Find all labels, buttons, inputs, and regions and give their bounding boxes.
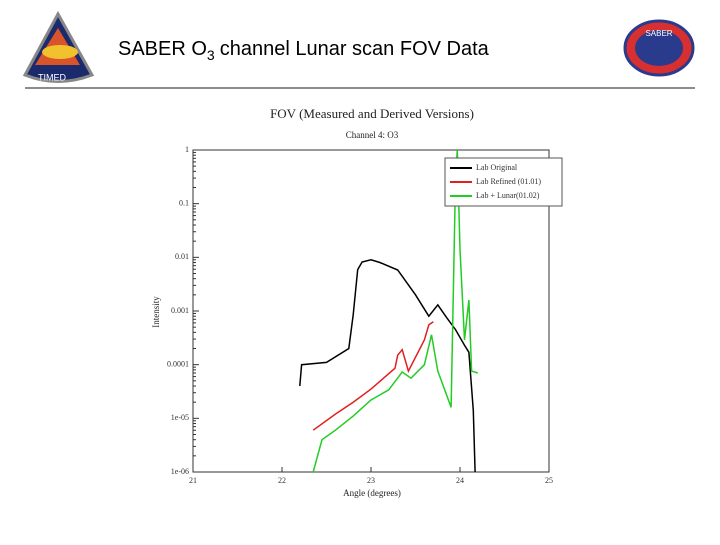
chart-subtitle: Channel 4: O3 [346,130,399,140]
series-line [312,321,434,431]
timed-logo: TIMED [22,10,95,83]
y-tick-label: 0.001 [171,306,189,315]
logo-label: SABER [645,29,672,38]
x-tick-label: 25 [545,476,553,485]
y-tick-label: 0.1 [179,198,189,207]
series-line [312,149,479,473]
x-tick-label: 24 [456,476,464,485]
saber-logo: SABER [623,19,695,77]
title-main: SABER O [118,38,207,60]
y-axis-label: Intensity [151,296,161,328]
series-line [299,259,476,473]
y-tick-label: 1e-05 [171,413,189,422]
slide-title: SABER O3 channel Lunar scan FOV Data [118,38,490,62]
x-axis-label: Angle (degrees) [343,488,401,498]
title-subscript: 3 [207,47,215,63]
y-tick-label: 0.0001 [167,359,189,368]
x-tick-label: 23 [367,476,375,485]
legend-label: Lab Original [476,163,518,172]
logo-label: TIMED [38,72,66,82]
x-tick-label: 21 [189,476,197,485]
chart-title: FOV (Measured and Derived Versions) [270,106,474,121]
y-tick-label: 1e-06 [171,467,189,476]
title-rest: channel Lunar scan FOV Data [220,38,490,60]
y-tick-label: 1 [185,145,189,154]
y-tick-label: 0.01 [175,252,189,261]
chart: FOV (Measured and Derived Versions) Chan… [151,106,563,498]
legend-label: Lab + Lunar(01.02) [476,191,540,200]
legend-label: Lab Refined (01.01) [476,177,541,186]
x-tick-label: 22 [278,476,286,485]
